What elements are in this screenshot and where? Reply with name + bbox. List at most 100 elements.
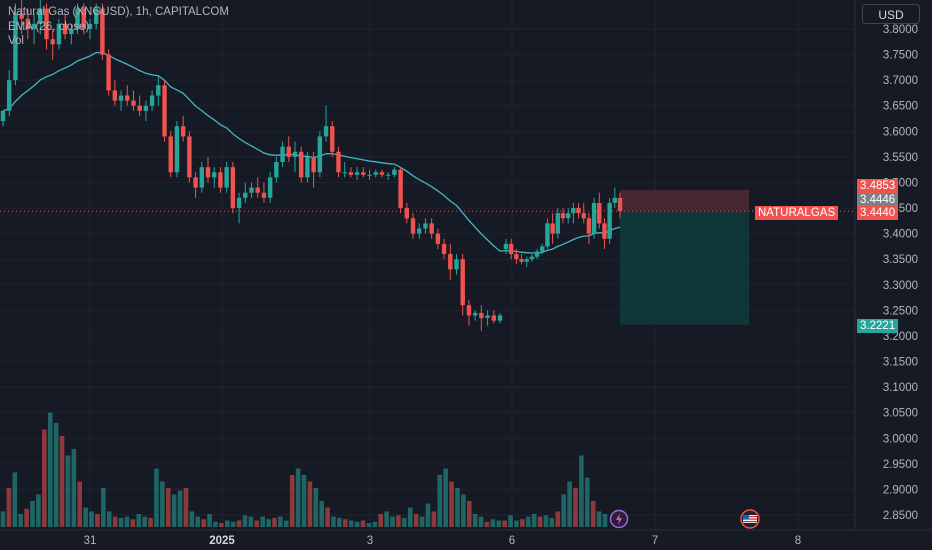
candle-body bbox=[218, 172, 223, 188]
candle-body bbox=[156, 85, 161, 96]
volume-bar bbox=[266, 519, 271, 527]
candle-body bbox=[466, 305, 472, 316]
candle-body bbox=[555, 213, 561, 234]
candle-body bbox=[607, 202, 612, 239]
volume-bar bbox=[531, 514, 537, 527]
volume-bar bbox=[83, 507, 88, 527]
symbol-label: NATURALGAS bbox=[755, 206, 839, 220]
candle-body bbox=[112, 90, 118, 101]
stop-price-badge: 3.2221 bbox=[857, 319, 899, 333]
candle-body bbox=[576, 208, 581, 214]
candle-body bbox=[348, 172, 354, 175]
candle-body bbox=[305, 156, 310, 178]
volume-bar bbox=[502, 520, 507, 527]
candle-body bbox=[299, 151, 304, 178]
volume-bar bbox=[549, 517, 555, 527]
volume-bar bbox=[12, 472, 18, 527]
volume-bar bbox=[419, 516, 425, 527]
candle-body bbox=[280, 146, 285, 163]
candle-body bbox=[435, 233, 441, 244]
volume-bar bbox=[242, 515, 248, 527]
volume-bar bbox=[590, 501, 596, 527]
y-tick-label: 3.3000 bbox=[883, 280, 918, 292]
volume-bar bbox=[537, 516, 543, 527]
candle-body bbox=[524, 259, 529, 262]
y-tick-label: 2.8500 bbox=[883, 510, 918, 522]
volume-bar bbox=[319, 501, 325, 527]
volume-bar bbox=[148, 517, 153, 527]
candle-body bbox=[137, 105, 142, 111]
volume-bar bbox=[65, 455, 71, 527]
volume-bar bbox=[189, 511, 195, 527]
volume-bar bbox=[390, 516, 395, 527]
candle-body bbox=[0, 110, 6, 122]
volume-bar bbox=[254, 520, 260, 527]
lightning-event-icon[interactable] bbox=[609, 509, 629, 529]
candle-body bbox=[602, 223, 607, 239]
candle-body bbox=[361, 172, 366, 175]
volume-bar bbox=[407, 507, 413, 527]
candle-body bbox=[597, 202, 602, 224]
volume-bar bbox=[325, 507, 330, 527]
volume-bar bbox=[337, 517, 342, 527]
candle-body bbox=[274, 162, 279, 178]
candle-body bbox=[571, 208, 576, 214]
candle-body bbox=[410, 218, 416, 234]
candle-body bbox=[100, 8, 105, 55]
volume-bar bbox=[413, 514, 419, 527]
volume-bar bbox=[496, 520, 502, 527]
volume-bar bbox=[360, 520, 366, 527]
volume-bar bbox=[307, 481, 313, 527]
volume-bar bbox=[53, 423, 59, 527]
x-tick-label: 8 bbox=[795, 535, 801, 547]
candle-body bbox=[441, 243, 447, 255]
target-zone bbox=[620, 189, 749, 212]
candle-body bbox=[330, 126, 335, 152]
candle-body bbox=[75, 8, 80, 29]
volume-bar bbox=[514, 520, 519, 527]
volume-bar bbox=[525, 516, 531, 527]
volume-bar bbox=[171, 494, 177, 527]
volume-bar bbox=[520, 519, 525, 527]
candle-body bbox=[429, 223, 434, 234]
volume-bar bbox=[289, 475, 295, 527]
us-flag-event-icon[interactable] bbox=[738, 509, 762, 529]
x-tick-label: 7 bbox=[652, 535, 658, 547]
legend-volume: Vol bbox=[8, 35, 24, 47]
candle-body bbox=[404, 208, 410, 219]
volume-bar bbox=[0, 511, 6, 527]
volume-bar bbox=[402, 517, 407, 527]
candle-body bbox=[199, 167, 204, 188]
volume-bar bbox=[124, 516, 130, 527]
volume-bar bbox=[543, 515, 549, 527]
volume-bar bbox=[142, 516, 147, 527]
volume-bars bbox=[0, 412, 608, 527]
volume-bar bbox=[466, 501, 472, 527]
volume-bar bbox=[378, 514, 384, 527]
currency-button[interactable]: USD bbox=[862, 4, 920, 24]
candle-body bbox=[311, 156, 316, 173]
y-tick-label: 3.6500 bbox=[883, 101, 918, 113]
candle-body bbox=[243, 192, 248, 198]
candle-body bbox=[230, 167, 236, 209]
chart-legend: Natural Gas (XNGUSD), 1h, CAPITALCOM EMA… bbox=[8, 5, 229, 49]
volume-bar bbox=[461, 494, 466, 527]
candle-body bbox=[261, 192, 267, 198]
candle-body bbox=[519, 259, 524, 262]
volume-bar bbox=[567, 481, 572, 527]
y-tick-label: 3.4000 bbox=[883, 229, 918, 241]
candle-body bbox=[50, 39, 55, 45]
volume-bar bbox=[24, 508, 29, 527]
volume-bar bbox=[508, 515, 513, 527]
volume-bar bbox=[118, 517, 124, 527]
volume-bar bbox=[248, 516, 254, 527]
volume-bar bbox=[260, 516, 265, 527]
volume-bar bbox=[295, 468, 301, 527]
volume-bar bbox=[478, 516, 484, 527]
volume-bar bbox=[77, 481, 83, 527]
volume-bar bbox=[71, 449, 77, 527]
volume-bar bbox=[431, 511, 437, 527]
volume-bar bbox=[130, 519, 136, 527]
volume-bar bbox=[573, 488, 578, 527]
